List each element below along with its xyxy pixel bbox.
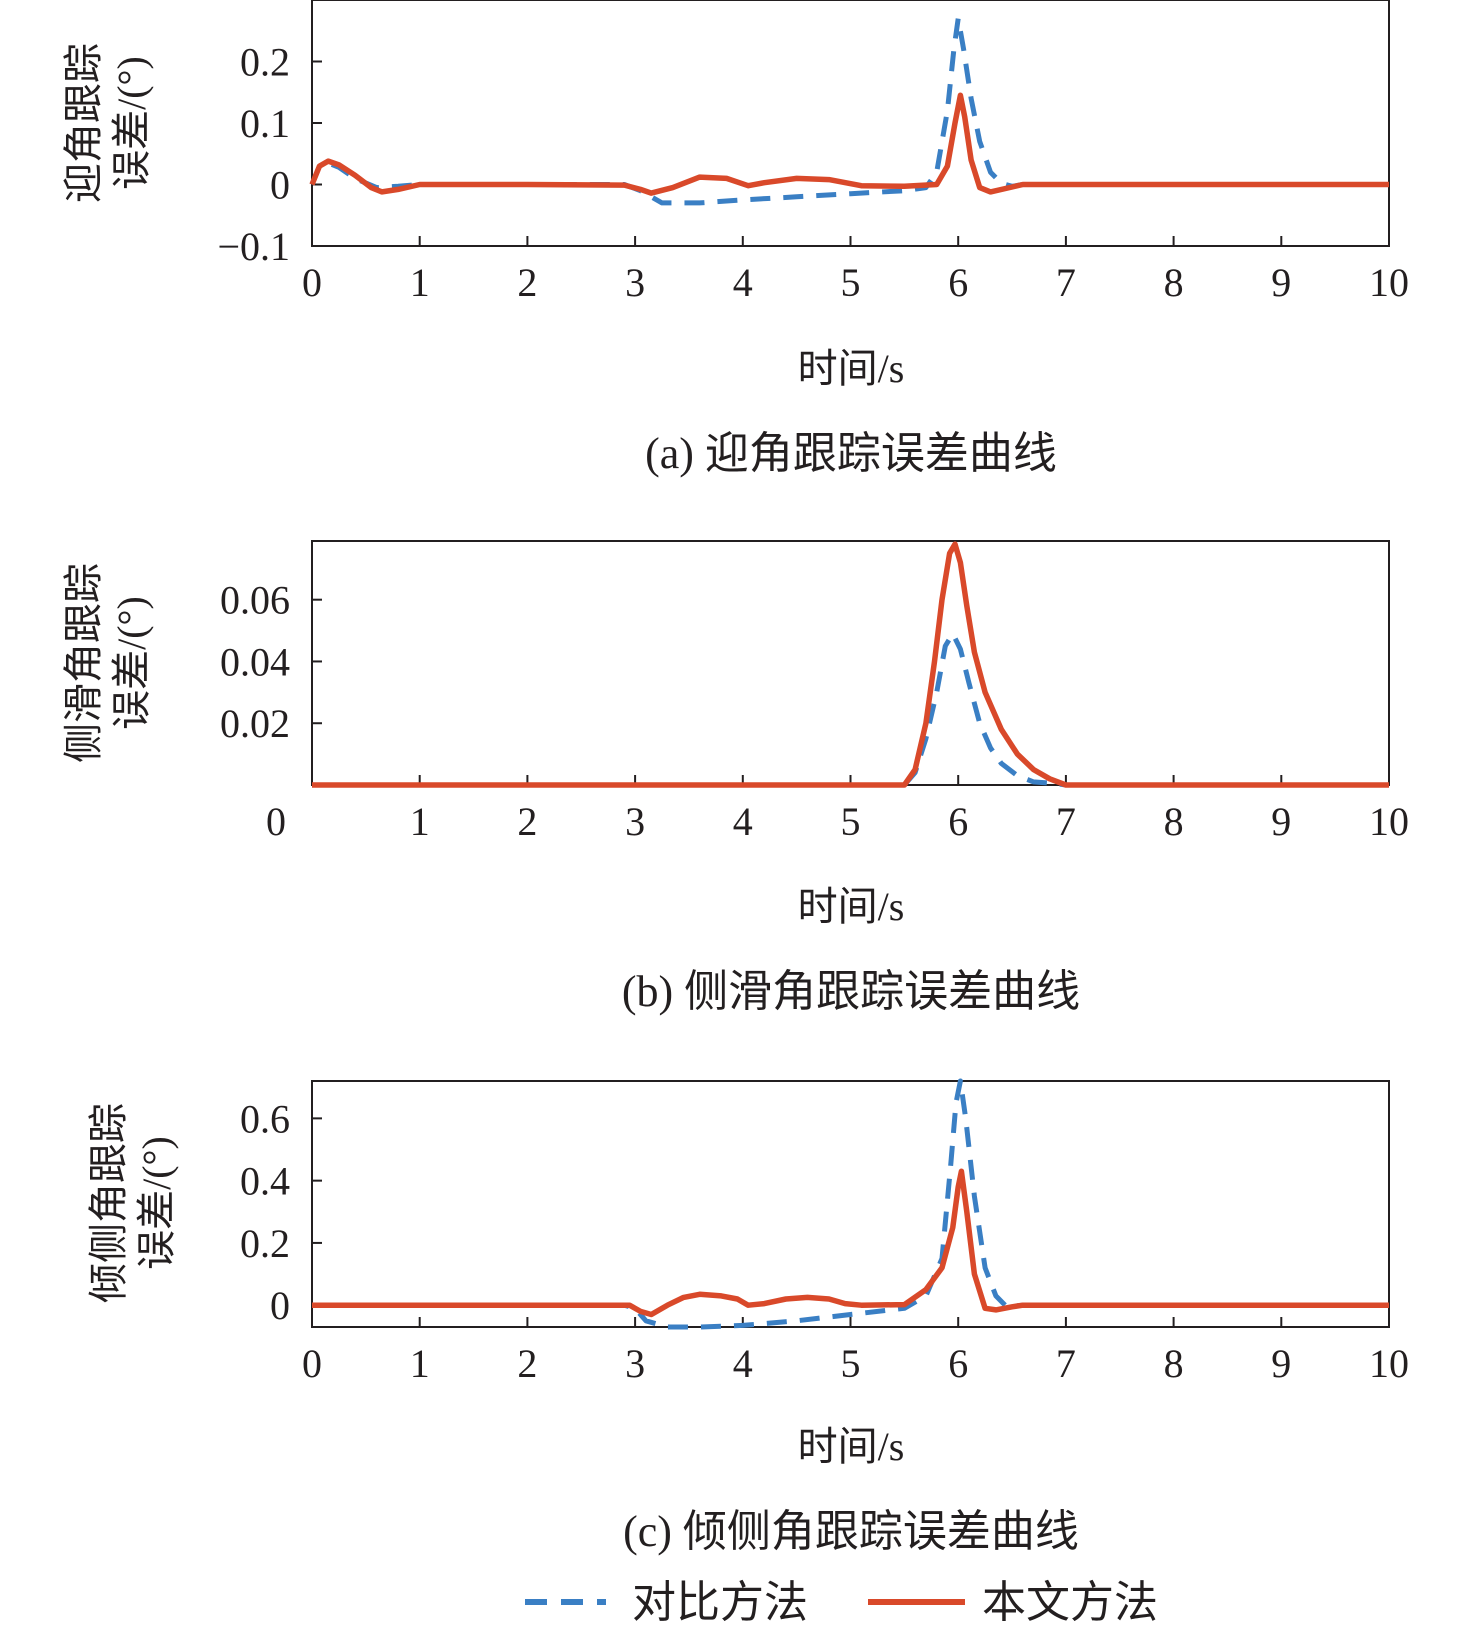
- x-tick-label: 3: [625, 260, 645, 305]
- series-group-c: [312, 1078, 1389, 1330]
- x-axis-label-c: 时间/s: [798, 1424, 905, 1469]
- y-tick-labels-b: 0.02 0.04 0.06: [220, 578, 290, 747]
- x-tick-label: 9: [1271, 799, 1291, 844]
- x-tick-label: 6: [948, 1341, 968, 1386]
- y-tick-label: 0.1: [240, 101, 290, 146]
- panel-b: 0 1 2 3 4 5 6 7 8 9 10 0.02 0.04 0.06 侧滑角跟踪 误差/(°) 时…: [61, 540, 1409, 1016]
- series-group-a: [309, 16, 1389, 206]
- x-axis-label-b: 时间/s: [798, 884, 905, 929]
- x-tick-label: 10: [1369, 799, 1409, 844]
- x-tick-label: 3: [625, 799, 645, 844]
- panel-c: 0 1 2 3 4 5 6 7 8 9 10 0 0.2 0.4 0.6 倾侧角跟踪 误差/(°) 时间/…: [86, 1078, 1409, 1556]
- x-tick-label: 1: [410, 1341, 430, 1386]
- series-group-b: [312, 541, 1389, 788]
- y-axis-label-b-line2: 误差/(°): [109, 596, 154, 730]
- series-line-proposed: [309, 92, 1389, 196]
- panel-a: 0 1 2 3 4 5 6 7 8 9 10 −0.1 0 0.1 0.2 迎角跟踪 误差/(°) 时间/…: [61, 0, 1409, 478]
- y-tick-label: 0.02: [220, 701, 290, 746]
- x-axis-label-a: 时间/s: [798, 346, 905, 391]
- x-tick-label: 6: [948, 260, 968, 305]
- x-tick-label: 8: [1164, 799, 1184, 844]
- y-tick-label: 0.2: [240, 1221, 290, 1266]
- x-tick-label: 1: [410, 799, 430, 844]
- caption-a: (a) 迎角跟踪误差曲线: [645, 429, 1057, 478]
- series-line-proposed: [312, 1168, 1389, 1318]
- x-tick-label: 10: [1369, 260, 1409, 305]
- series-line-compare: [312, 1078, 1389, 1330]
- y-tick-label: 0.04: [220, 639, 290, 684]
- x-tick-label: 5: [841, 799, 861, 844]
- legend-label-proposed: 本文方法: [982, 1578, 1158, 1627]
- x-tick-labels-c: 0 1 2 3 4 5 6 7 8 9 10: [302, 1341, 1409, 1386]
- series-line-proposed: [312, 541, 1389, 788]
- x-tick-label: 2: [517, 1341, 537, 1386]
- ticks-c: [311, 1117, 1390, 1327]
- x-tick-label: 2: [517, 799, 537, 844]
- x-tick-labels-b: 0 1 2 3 4 5 6 7 8 9 10: [266, 799, 1409, 844]
- x-tick-label: 9: [1271, 1341, 1291, 1386]
- y-tick-label: 0.6: [240, 1096, 290, 1141]
- x-tick-label: 7: [1056, 1341, 1076, 1386]
- x-tick-label: 1: [410, 260, 430, 305]
- x-tick-label: 0: [302, 260, 322, 305]
- y-axis-label-a-line2: 误差/(°): [109, 56, 154, 190]
- x-tick-label: 0: [302, 1341, 322, 1386]
- plot-frame-c: [311, 1080, 1390, 1328]
- x-tick-label: 4: [733, 799, 753, 844]
- y-tick-label: 0: [270, 163, 290, 208]
- x-tick-label: 5: [841, 260, 861, 305]
- x-tick-label: 8: [1164, 1341, 1184, 1386]
- plot-frame-b: [311, 540, 1390, 786]
- ticks-b: [311, 598, 1390, 785]
- x-tick-label: 5: [841, 1341, 861, 1386]
- x-tick-label: 7: [1056, 260, 1076, 305]
- caption-c: (c) 倾侧角跟踪误差曲线: [623, 1507, 1079, 1556]
- y-tick-label: 0.2: [240, 40, 290, 85]
- x-tick-labels-a: 0 1 2 3 4 5 6 7 8 9 10: [302, 260, 1409, 305]
- legend: 对比方法 本文方法: [525, 1578, 1158, 1627]
- plot-frame-a: [311, 0, 1390, 247]
- series-line-compare: [309, 16, 1389, 206]
- y-tick-label: 0: [270, 1283, 290, 1328]
- x-tick-label: 3: [625, 1341, 645, 1386]
- y-tick-labels-a: −0.1 0 0.1 0.2: [217, 40, 290, 270]
- y-tick-label: −0.1: [217, 224, 290, 269]
- y-tick-label: 0.4: [240, 1159, 290, 1204]
- ticks-a: [311, 60, 1390, 247]
- y-tick-label: 0.06: [220, 578, 290, 623]
- series-line-compare: [312, 631, 1389, 788]
- x-tick-label: 8: [1164, 260, 1184, 305]
- y-axis-label-c-line2: 误差/(°): [134, 1136, 179, 1270]
- y-axis-label-b-line1: 侧滑角跟踪: [61, 563, 106, 763]
- y-axis-label-a-line1: 迎角跟踪: [61, 43, 106, 203]
- y-axis-label-c-line1: 倾侧角跟踪: [86, 1103, 131, 1303]
- legend-label-compare: 对比方法: [632, 1578, 808, 1627]
- x-tick-label: 2: [517, 260, 537, 305]
- y-tick-labels-c: 0 0.2 0.4 0.6: [240, 1096, 290, 1328]
- x-tick-label: 0: [266, 799, 286, 844]
- x-tick-label: 6: [948, 799, 968, 844]
- x-tick-label: 9: [1271, 260, 1291, 305]
- x-tick-label: 4: [733, 260, 753, 305]
- x-tick-label: 7: [1056, 799, 1076, 844]
- x-tick-label: 4: [733, 1341, 753, 1386]
- caption-b: (b) 侧滑角跟踪误差曲线: [622, 967, 1080, 1016]
- x-tick-label: 10: [1369, 1341, 1409, 1386]
